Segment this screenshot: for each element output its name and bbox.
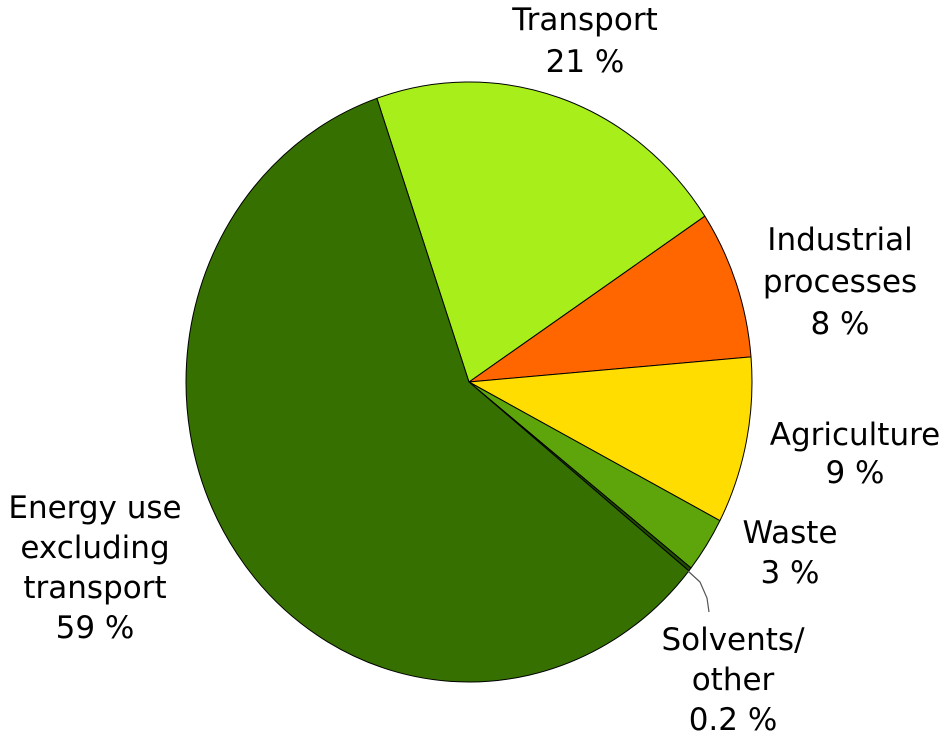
label-waste: Waste 3 % (742, 515, 837, 591)
label-line: Waste (742, 515, 837, 551)
label-line: Transport (511, 2, 657, 38)
label-line: Energy use (8, 490, 181, 526)
pie-slices (185, 81, 753, 683)
label-line: excluding (20, 530, 169, 566)
label-agriculture: Agriculture 9 % (770, 417, 941, 491)
label-value: 3 % (760, 555, 819, 591)
label-energy-use-excluding-transport: Energy use excluding transport 59 % (8, 490, 181, 646)
label-line: processes (763, 264, 917, 300)
label-transport: Transport 21 % (511, 2, 657, 80)
label-line: Industrial (767, 222, 912, 258)
label-value: 0.2 % (689, 702, 778, 738)
label-value: 21 % (546, 44, 625, 80)
label-value: 59 % (56, 610, 135, 646)
slice-energy-use-excluding-transport (185, 97, 690, 683)
label-line: transport (23, 570, 166, 606)
slice-agriculture (468, 356, 753, 522)
slice-transport (376, 81, 706, 383)
slice-labels: Transport 21 % Industrial processes 8 % Agric… (8, 2, 940, 738)
leader-line-solvents-other (687, 570, 710, 613)
label-line: Solvents/ (661, 622, 805, 658)
slice-industrial-processes (468, 215, 752, 383)
label-solvents-other: Solvents/other 0.2 % (661, 622, 805, 738)
label-line: other (692, 662, 775, 698)
label-value: 8 % (810, 306, 869, 342)
label-line: Agriculture (770, 417, 941, 453)
label-value: 9 % (825, 455, 884, 491)
label-industrial-processes: Industrial processes 8 % (763, 222, 917, 342)
